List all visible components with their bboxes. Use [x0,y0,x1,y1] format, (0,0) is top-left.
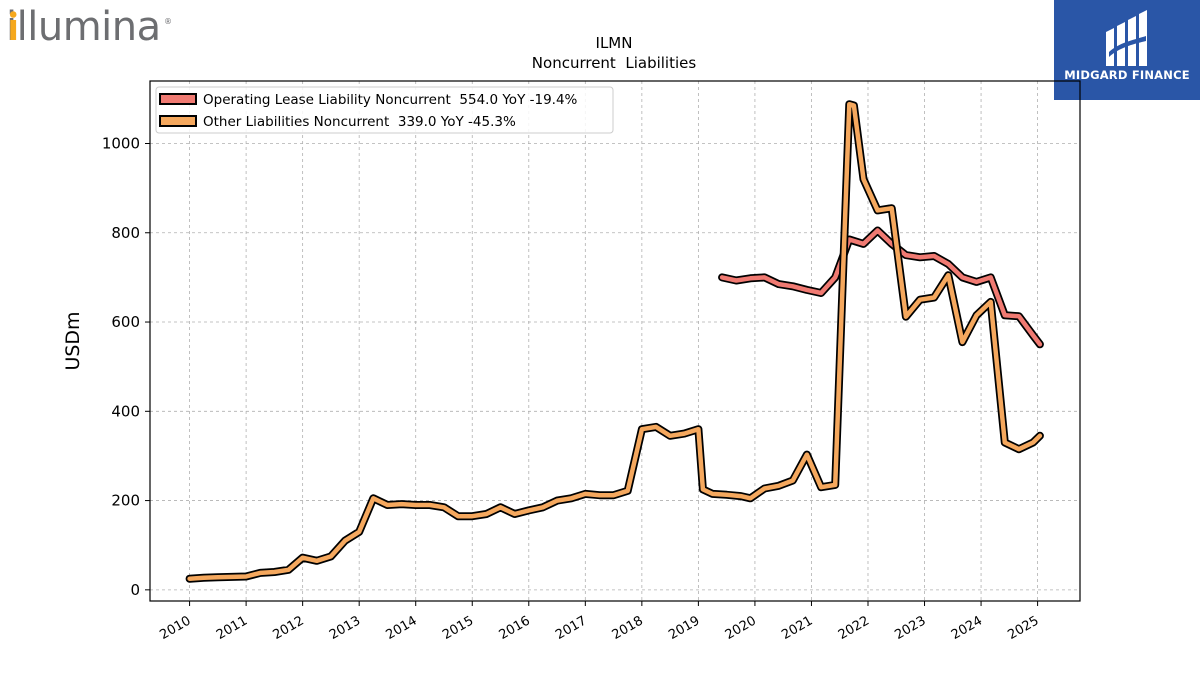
y-tick-label: 0 [130,581,140,599]
y-tick-label: 800 [111,224,140,242]
x-tick-label: 2013 [327,613,363,643]
y-axis-label: USDm [62,311,84,370]
x-tick-label: 2017 [553,613,589,643]
legend-swatch [159,93,197,105]
series-1 [718,226,1044,349]
x-tick-label: 2021 [779,613,815,643]
series-2 [185,100,1044,583]
legend-swatch [159,115,197,127]
chart-title: ILMN [596,34,633,52]
x-tick-label: 2014 [384,613,420,643]
plot-frame [149,80,1081,602]
x-tick-label: 2011 [214,613,250,643]
x-tick-label: 2022 [836,613,872,643]
series-line-outline [185,100,1044,583]
y-tick-label: 200 [111,492,140,510]
midgard-finance-wordmark: MIDGARD FINANCE [1064,68,1190,82]
legend-label: Other Liabilities Noncurrent 339.0 YoY -… [203,114,516,130]
x-tick-label: 2024 [949,613,985,643]
x-tick-label: 2010 [157,613,193,643]
midgard-finance-logo: MIDGARD FINANCE [1054,0,1200,100]
illumina-logo: illumina ® [6,4,172,48]
x-tick-label: 2012 [270,613,306,643]
axis-ticks: 0 200 400 600 800 1000 2010 2011 2012 2013 2014 201… [102,134,1042,643]
x-tick-label: 2025 [1005,613,1041,643]
legend-frame [155,86,614,134]
x-tick-label: 2023 [892,613,928,643]
legend: Operating Lease Liability Noncurrent 554… [155,86,614,134]
svg-text:®: ® [164,17,172,26]
legend-label: Operating Lease Liability Noncurrent 554… [203,92,578,108]
chart-subtitle: Noncurrent Liabilities [532,54,697,72]
series-layer [185,100,1044,583]
y-tick-label: 400 [111,402,140,420]
midgard-finance-logo-mark [1106,10,1147,66]
x-tick-label: 2015 [440,613,476,643]
svg-text:illumina: illumina [6,4,161,48]
series-line [187,101,1043,581]
x-tick-label: 2020 [723,613,759,643]
series-line [719,228,1043,347]
y-tick-label: 600 [111,313,140,331]
illumina-logo-mark: illumina ® [6,4,172,48]
y-tick-label: 1000 [102,134,140,152]
x-tick-label: 2018 [610,613,646,643]
grid [150,81,1080,601]
x-tick-label: 2019 [666,613,702,643]
x-tick-label: 2016 [497,613,533,643]
